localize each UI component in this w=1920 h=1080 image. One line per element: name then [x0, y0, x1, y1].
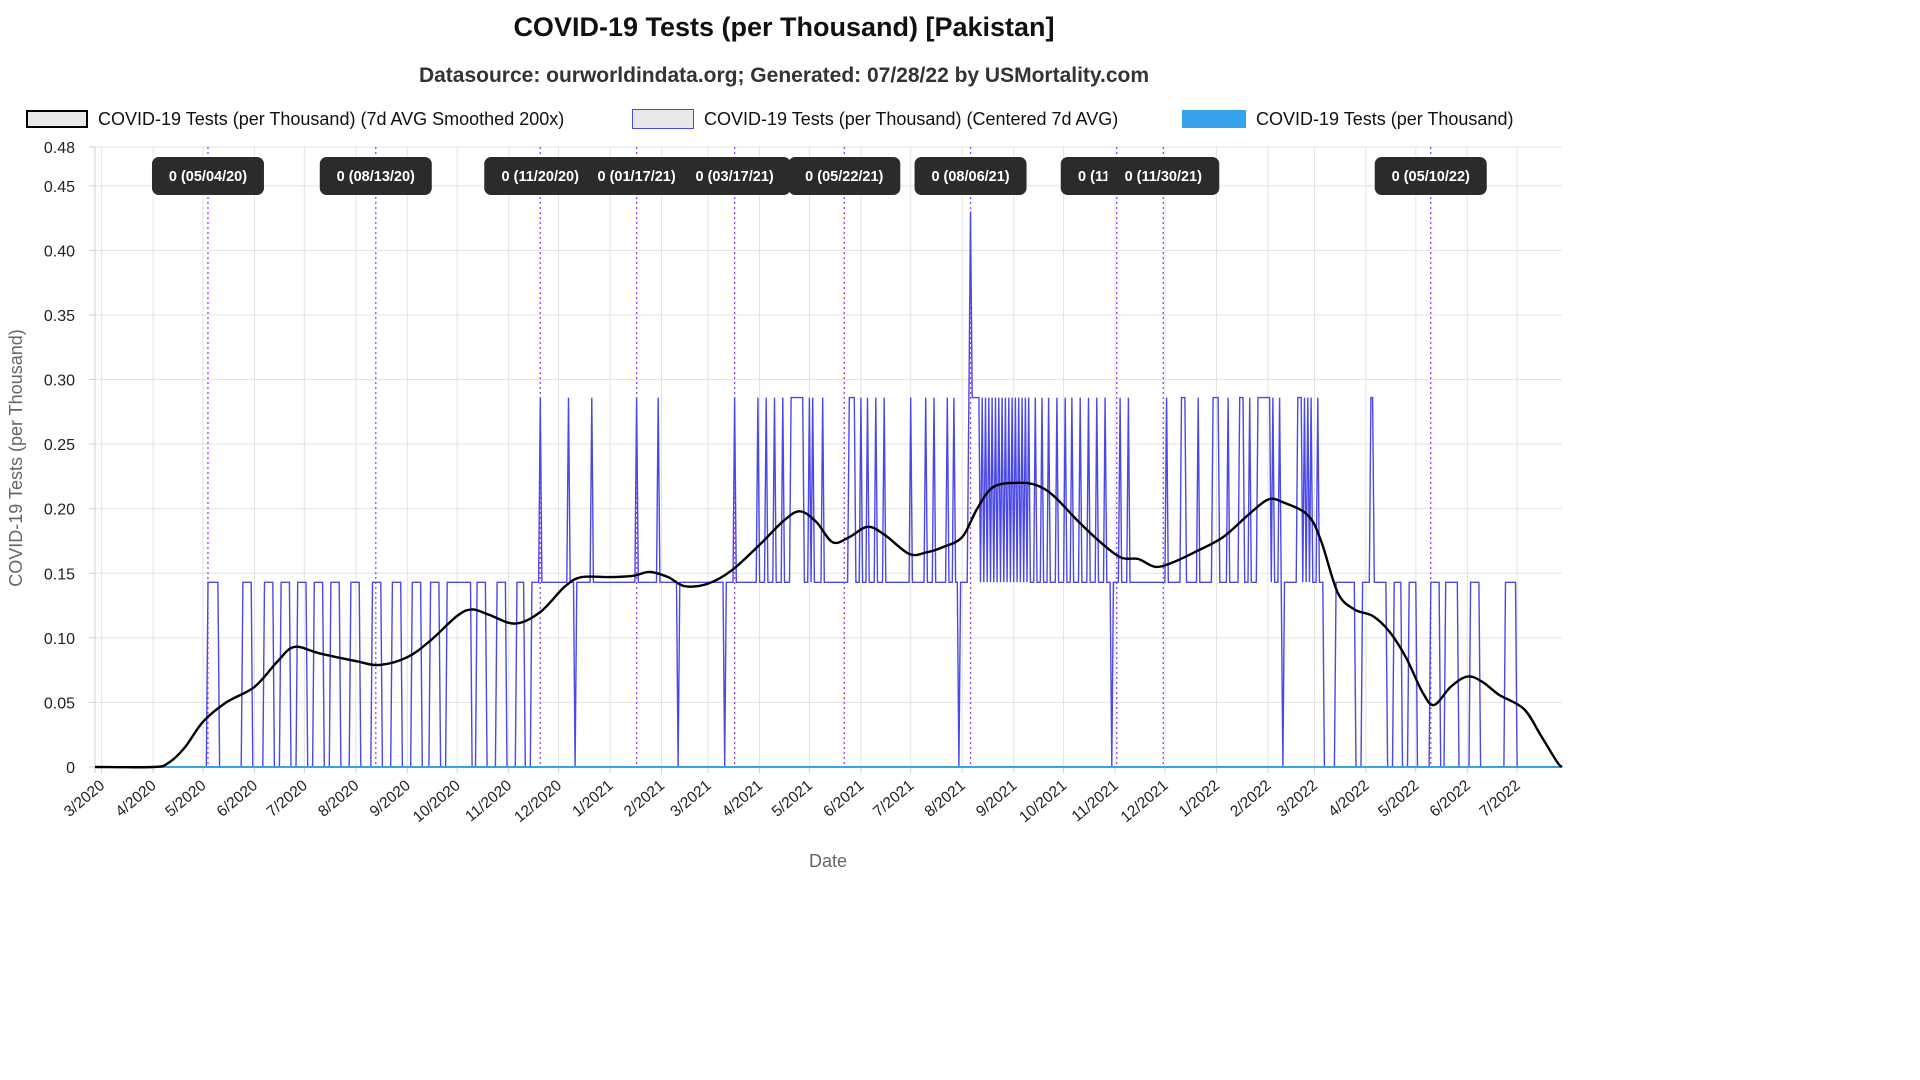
- annotation-label-box: [580, 157, 693, 195]
- chart-title: COVID-19 Tests (per Thousand) [Pakistan]: [513, 12, 1055, 42]
- annotation-label: 0 (05/22/21): [788, 157, 901, 195]
- x-tick-label: 7/2022: [1476, 777, 1523, 821]
- y-tick-label: 0.35: [44, 308, 75, 325]
- annotation-label-text: 0 (08/13/20): [337, 169, 415, 185]
- x-tick-label: 4/2021: [719, 777, 766, 821]
- annotation-label-text: 0 (05/22/21): [805, 169, 883, 185]
- legend-item-raw[interactable]: COVID-19 Tests (per Thousand): [1182, 104, 1513, 134]
- x-tick-label: 5/2020: [162, 777, 210, 821]
- annotation-label-box: [788, 157, 901, 195]
- y-tick-label: 0.05: [44, 695, 75, 712]
- x-tick-label: 6/2021: [820, 777, 867, 821]
- annotation-label-text: 0 (11/20/20): [502, 169, 580, 185]
- x-tick-label: 1/2022: [1176, 777, 1223, 821]
- y-tick-label: 0.40: [44, 243, 75, 260]
- x-tick-label: 4/2020: [112, 777, 160, 821]
- annotation-label: 0 (01/17/21): [580, 157, 693, 195]
- x-tick-label: 10/2021: [1016, 777, 1070, 826]
- x-tick-label: 6/2020: [214, 777, 262, 821]
- legend-item-smoothed[interactable]: COVID-19 Tests (per Thousand) (7d AVG Sm…: [26, 104, 564, 134]
- annotation-label: 0 (03/17/21): [678, 157, 791, 195]
- legend: COVID-19 Tests (per Thousand) (7d AVG Sm…: [0, 104, 1568, 134]
- x-tick-label: 10/2020: [410, 777, 464, 826]
- x-tick-label: 12/2021: [1118, 777, 1172, 826]
- legend-item-centered[interactable]: COVID-19 Tests (per Thousand) (Centered …: [632, 104, 1118, 134]
- annotation-label: 0 (05/10/22): [1374, 157, 1487, 195]
- annotation-label: 0 (08/06/21): [914, 157, 1027, 195]
- series-line-smoothed: [94, 481, 1563, 769]
- annotation-label-box: [151, 157, 264, 195]
- annotation-labels: 0 (05/04/20) 0 (08/13/20) 0 (11/20/20) 0 (0…: [151, 157, 1487, 195]
- annotation-label-text: 0 (05/04/20): [169, 169, 247, 185]
- annotation-label-text: 0 (03/17/21): [696, 169, 774, 185]
- annotation-label-box: [484, 157, 597, 195]
- y-tick-label: 0.10: [44, 631, 75, 648]
- x-tick-label: 7/2021: [870, 777, 917, 821]
- legend-swatch-centered: [632, 109, 694, 129]
- annotation-label-text: 0 (11/30/21): [1125, 169, 1203, 185]
- x-tick-label: 1/2021: [569, 777, 616, 821]
- x-tick-label: 11/2021: [1069, 777, 1122, 825]
- chart-root: COVID-19 Tests (per Thousand) [Pakistan]…: [0, 12, 1568, 871]
- annotation-label-box: [678, 157, 791, 195]
- x-tick-label: 11/2020: [462, 777, 515, 826]
- grid-layer: [95, 146, 1562, 768]
- legend-label-raw: COVID-19 Tests (per Thousand): [1256, 108, 1514, 129]
- annotation-label-box: [914, 157, 1027, 195]
- y-tick-label: 0.25: [44, 437, 75, 454]
- x-tick-label: 7/2020: [264, 777, 312, 821]
- x-tick-label: 3/2021: [667, 777, 714, 821]
- x-tick-label: 8/2021: [922, 777, 969, 821]
- x-tick-label: 4/2022: [1325, 777, 1372, 821]
- x-tick-label: 9/2020: [367, 777, 415, 821]
- x-tick-label: 6/2022: [1427, 777, 1474, 821]
- annotation-label: 0 (11/20/20): [484, 157, 597, 195]
- series-line-centered: [95, 211, 1562, 768]
- annotation-label-box: [1107, 157, 1220, 195]
- x-tick-label: 5/2021: [769, 777, 816, 821]
- y-tick-label: 0.15: [44, 566, 75, 583]
- annotation-label-box: [1374, 157, 1487, 195]
- x-tick-label: 9/2021: [973, 777, 1020, 821]
- annotation-label-text: 0 (08/06/21): [931, 169, 1009, 185]
- legend-label-smoothed: COVID-19 Tests (per Thousand) (7d AVG Sm…: [98, 108, 565, 129]
- x-axis-label: Date: [809, 851, 847, 871]
- y-tick-label: 0: [66, 760, 75, 777]
- x-tick-label: 3/2020: [61, 777, 109, 821]
- annotation-label: 0 (08/13/20): [319, 157, 432, 195]
- y-tick-label: 0.20: [44, 502, 75, 519]
- y-tick-label: 0.45: [44, 179, 75, 196]
- y-tick-label: 0.30: [44, 373, 75, 390]
- y-axis-label: COVID-19 Tests (per Thousand): [6, 329, 26, 586]
- chart-subtitle: Datasource: ourworldindata.org; Generate…: [418, 64, 1150, 87]
- annotation-label-text: 0 (01/17/21): [598, 169, 676, 185]
- x-tick-label: 8/2020: [315, 777, 363, 821]
- legend-swatch-smoothed: [26, 110, 88, 128]
- x-tick-label: 2/2022: [1227, 777, 1274, 821]
- annotation-label-box: [319, 157, 432, 195]
- x-tick-label: 2/2021: [621, 777, 668, 821]
- legend-label-centered: COVID-19 Tests (per Thousand) (Centered …: [704, 108, 1119, 129]
- x-tick-label: 12/2020: [511, 777, 565, 826]
- annotation-label: 0 (05/04/20): [151, 157, 264, 195]
- y-tick-label: 0.48: [44, 140, 75, 157]
- series-layer: [94, 211, 1563, 769]
- x-tick-label: 5/2022: [1375, 777, 1422, 821]
- annotation-label-text: 0 (05/10/22): [1392, 169, 1470, 185]
- plot-area: 0 0.05 0.10 0.15 0.20 0.25 0.30 0.35 0.40 0.45 0.4…: [6, 140, 1563, 871]
- legend-swatch-raw: [1182, 110, 1246, 128]
- annotation-label: 0 (11/30/21): [1107, 157, 1220, 195]
- x-tick-label: 3/2022: [1274, 777, 1321, 821]
